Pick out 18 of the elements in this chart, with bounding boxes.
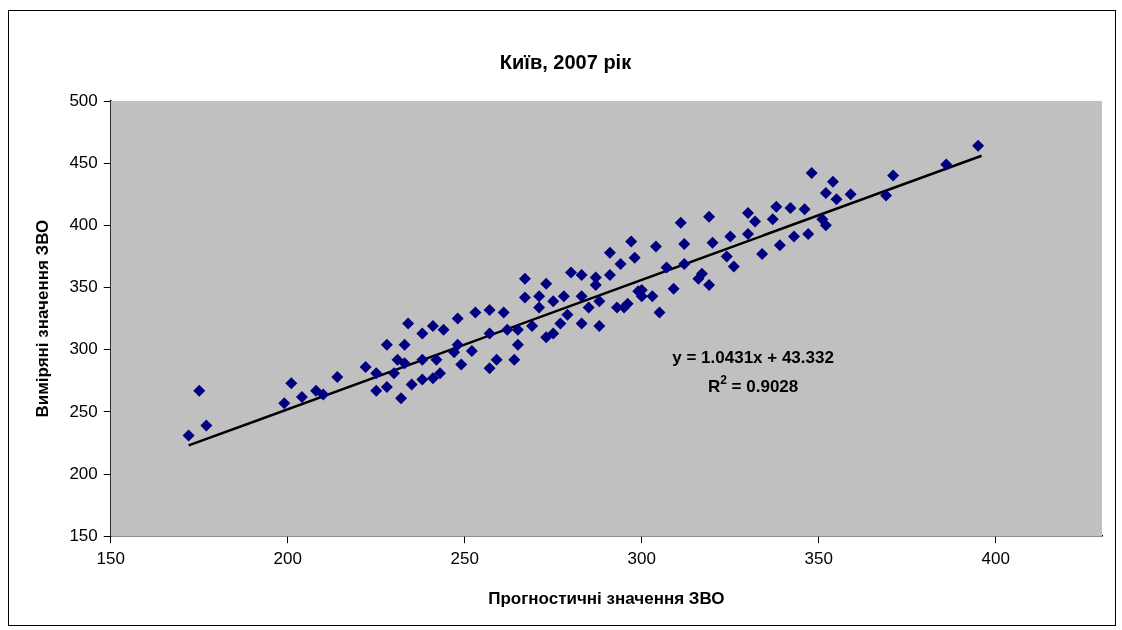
y-tick-label: 350 bbox=[69, 277, 98, 297]
annotation: y = 1.0431x + 43.332 bbox=[672, 348, 834, 367]
y-tick-label: 250 bbox=[69, 401, 98, 421]
y-tick-label: 300 bbox=[69, 339, 98, 359]
y-axis-title: Виміряні значення ЗВО bbox=[32, 219, 52, 418]
y-tick-label: 450 bbox=[69, 152, 98, 172]
x-tick-label: 400 bbox=[981, 549, 1010, 569]
x-tick-label: 250 bbox=[450, 549, 479, 569]
x-axis-title: Прогностичні значення ЗВО bbox=[488, 589, 725, 609]
x-tick-label: 150 bbox=[96, 549, 125, 569]
y-tick-label: 150 bbox=[69, 525, 98, 545]
y-tick-label: 400 bbox=[69, 215, 98, 235]
x-tick-label: 350 bbox=[804, 549, 833, 569]
y-tick-label: 500 bbox=[69, 90, 98, 110]
y-tick-label: 200 bbox=[69, 463, 98, 483]
x-tick-label: 300 bbox=[627, 549, 656, 569]
chart-title: Київ, 2007 рік bbox=[499, 50, 633, 73]
x-tick-label: 200 bbox=[273, 549, 302, 569]
